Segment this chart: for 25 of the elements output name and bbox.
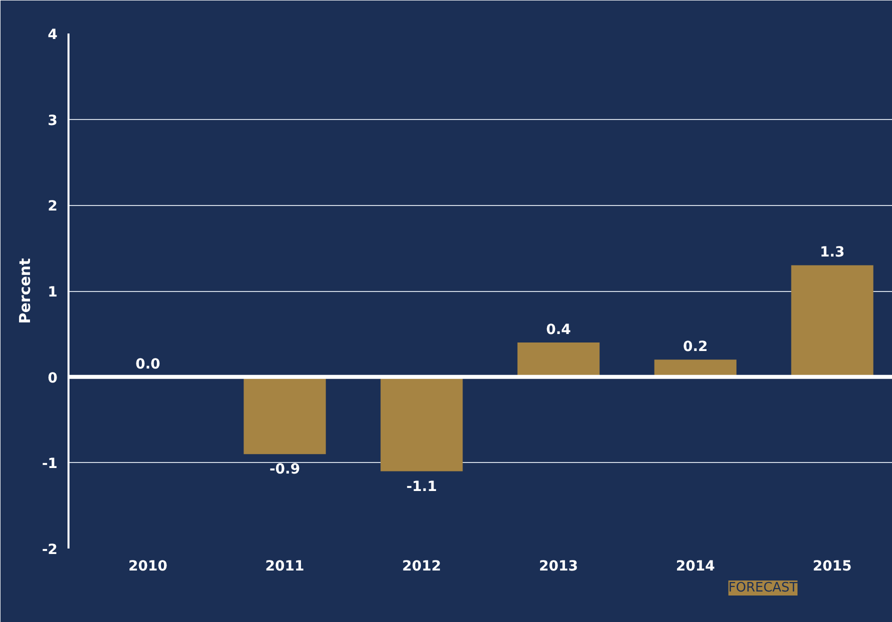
x-tick-label: 2015 — [812, 558, 852, 574]
data-label: 0.2 — [682, 339, 708, 356]
x-tick-label: 2014 — [676, 558, 716, 574]
x-tick-label: 2010 — [128, 558, 168, 574]
data-label: 0.0 — [135, 356, 161, 372]
y-tick-label: 4 — [48, 27, 58, 43]
y-tick-label: 0 — [48, 370, 58, 386]
bar — [380, 376, 463, 472]
x-tick-label: 2013 — [539, 558, 578, 574]
data-label: -0.9 — [269, 462, 300, 478]
x-tick-label: 2011 — [265, 558, 304, 574]
y-tick-label: -2 — [42, 542, 58, 558]
data-label: 0.4 — [546, 322, 572, 338]
y-tick-label: 1 — [48, 284, 58, 300]
y-tick-label: -1 — [42, 456, 58, 472]
data-label: -1.1 — [406, 478, 437, 495]
x-tick-label: 2012 — [402, 558, 442, 574]
y-axis-title: Percent — [16, 258, 34, 324]
data-label: 1.3 — [820, 244, 845, 261]
bar — [517, 342, 600, 377]
bar — [244, 376, 326, 454]
bar — [791, 265, 874, 377]
text: FORECAST — [728, 580, 798, 596]
y-tick-label: 3 — [48, 112, 58, 129]
y-tick-label: 2 — [48, 198, 58, 215]
